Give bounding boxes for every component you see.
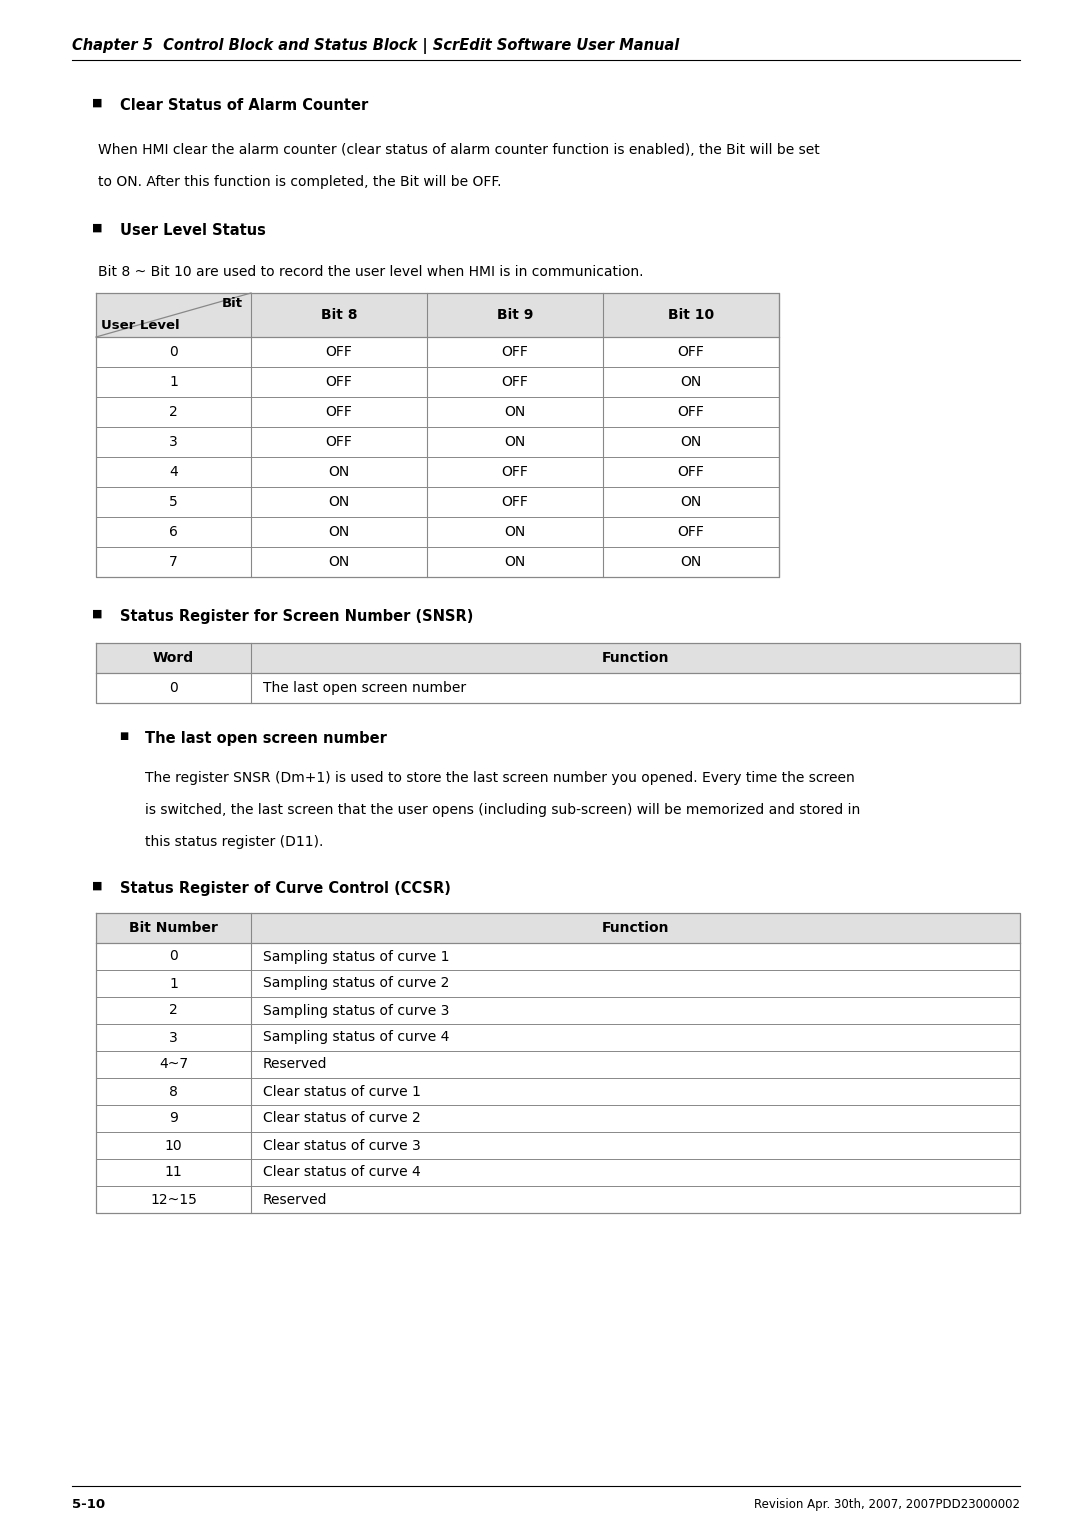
Text: Sampling status of curve 1: Sampling status of curve 1 bbox=[264, 949, 449, 964]
Text: 7: 7 bbox=[170, 555, 178, 568]
Text: Chapter 5  Control Block and Status Block | ScrEdit Software User Manual: Chapter 5 Control Block and Status Block… bbox=[72, 38, 679, 53]
Text: OFF: OFF bbox=[325, 405, 352, 419]
Text: ON: ON bbox=[504, 405, 526, 419]
Text: 12~15: 12~15 bbox=[150, 1192, 197, 1207]
Text: Sampling status of curve 4: Sampling status of curve 4 bbox=[264, 1030, 449, 1045]
Text: 0: 0 bbox=[170, 345, 178, 359]
Text: Bit Number: Bit Number bbox=[130, 921, 218, 935]
Text: to ON. After this function is completed, the Bit will be OFF.: to ON. After this function is completed,… bbox=[98, 176, 501, 189]
Text: Function: Function bbox=[602, 921, 670, 935]
Text: Revision Apr. 30th, 2007, 2007PDD23000002: Revision Apr. 30th, 2007, 2007PDD2300000… bbox=[754, 1497, 1020, 1511]
Text: Bit 8: Bit 8 bbox=[321, 309, 357, 322]
Text: Bit 8 ~ Bit 10 are used to record the user level when HMI is in communication.: Bit 8 ~ Bit 10 are used to record the us… bbox=[98, 264, 644, 280]
Text: Sampling status of curve 3: Sampling status of curve 3 bbox=[264, 1004, 449, 1018]
Text: ■: ■ bbox=[92, 610, 103, 619]
Text: Clear Status of Alarm Counter: Clear Status of Alarm Counter bbox=[120, 98, 368, 113]
Bar bbox=[96, 293, 779, 338]
Text: 0: 0 bbox=[170, 949, 178, 964]
Text: Clear status of curve 1: Clear status of curve 1 bbox=[264, 1085, 421, 1099]
Text: 2: 2 bbox=[170, 1004, 178, 1018]
Text: The last open screen number: The last open screen number bbox=[264, 681, 467, 695]
Text: 4: 4 bbox=[170, 465, 178, 478]
Text: ■: ■ bbox=[92, 98, 103, 108]
Text: When HMI clear the alarm counter (clear status of alarm counter function is enab: When HMI clear the alarm counter (clear … bbox=[98, 144, 820, 157]
Text: ON: ON bbox=[680, 435, 702, 449]
Text: 10: 10 bbox=[164, 1138, 183, 1152]
Text: this status register (D11).: this status register (D11). bbox=[145, 834, 323, 850]
Bar bbox=[96, 914, 1020, 943]
Text: Sampling status of curve 2: Sampling status of curve 2 bbox=[264, 976, 449, 990]
Text: 3: 3 bbox=[170, 435, 178, 449]
Text: ON: ON bbox=[328, 555, 350, 568]
Text: OFF: OFF bbox=[677, 405, 704, 419]
Text: OFF: OFF bbox=[677, 465, 704, 478]
Text: OFF: OFF bbox=[501, 495, 528, 509]
Text: User Level Status: User Level Status bbox=[120, 223, 266, 238]
Text: The register SNSR (Dm+1) is used to store the last screen number you opened. Eve: The register SNSR (Dm+1) is used to stor… bbox=[145, 772, 854, 785]
Text: Status Register for Screen Number (SNSR): Status Register for Screen Number (SNSR) bbox=[120, 610, 473, 623]
Text: ON: ON bbox=[504, 555, 526, 568]
Text: User Level: User Level bbox=[102, 319, 179, 332]
Text: 2: 2 bbox=[170, 405, 178, 419]
Text: ON: ON bbox=[328, 495, 350, 509]
Text: OFF: OFF bbox=[677, 345, 704, 359]
Text: 5-10: 5-10 bbox=[72, 1497, 105, 1511]
Text: 6: 6 bbox=[170, 526, 178, 539]
Text: 8: 8 bbox=[170, 1085, 178, 1099]
Text: Reserved: Reserved bbox=[264, 1192, 327, 1207]
Text: The last open screen number: The last open screen number bbox=[145, 730, 387, 746]
Text: 9: 9 bbox=[170, 1111, 178, 1126]
Text: Bit 10: Bit 10 bbox=[667, 309, 714, 322]
Text: Clear status of curve 4: Clear status of curve 4 bbox=[264, 1166, 421, 1180]
Text: OFF: OFF bbox=[501, 345, 528, 359]
Text: 1: 1 bbox=[170, 976, 178, 990]
Text: ON: ON bbox=[328, 465, 350, 478]
Text: Word: Word bbox=[153, 651, 194, 665]
Text: Reserved: Reserved bbox=[264, 1057, 327, 1071]
Text: ON: ON bbox=[328, 526, 350, 539]
Text: Bit: Bit bbox=[222, 296, 243, 310]
Text: Clear status of curve 2: Clear status of curve 2 bbox=[264, 1111, 421, 1126]
Text: 4~7: 4~7 bbox=[159, 1057, 188, 1071]
Text: OFF: OFF bbox=[325, 374, 352, 390]
Text: 11: 11 bbox=[164, 1166, 183, 1180]
Text: Bit 9: Bit 9 bbox=[497, 309, 534, 322]
Text: OFF: OFF bbox=[325, 435, 352, 449]
Text: 1: 1 bbox=[170, 374, 178, 390]
Text: ON: ON bbox=[680, 374, 702, 390]
Text: OFF: OFF bbox=[677, 526, 704, 539]
Bar bbox=[96, 643, 1020, 672]
Text: ON: ON bbox=[504, 435, 526, 449]
Text: Function: Function bbox=[602, 651, 670, 665]
Text: ■: ■ bbox=[119, 730, 129, 741]
Text: OFF: OFF bbox=[325, 345, 352, 359]
Text: 5: 5 bbox=[170, 495, 178, 509]
Text: ON: ON bbox=[680, 495, 702, 509]
Text: ■: ■ bbox=[92, 882, 103, 891]
Text: OFF: OFF bbox=[501, 465, 528, 478]
Text: OFF: OFF bbox=[501, 374, 528, 390]
Text: Clear status of curve 3: Clear status of curve 3 bbox=[264, 1138, 421, 1152]
Text: ■: ■ bbox=[92, 223, 103, 232]
Text: is switched, the last screen that the user opens (including sub-screen) will be : is switched, the last screen that the us… bbox=[145, 804, 861, 817]
Text: 3: 3 bbox=[170, 1030, 178, 1045]
Text: 0: 0 bbox=[170, 681, 178, 695]
Text: Status Register of Curve Control (CCSR): Status Register of Curve Control (CCSR) bbox=[120, 882, 450, 895]
Text: ON: ON bbox=[680, 555, 702, 568]
Text: ON: ON bbox=[504, 526, 526, 539]
